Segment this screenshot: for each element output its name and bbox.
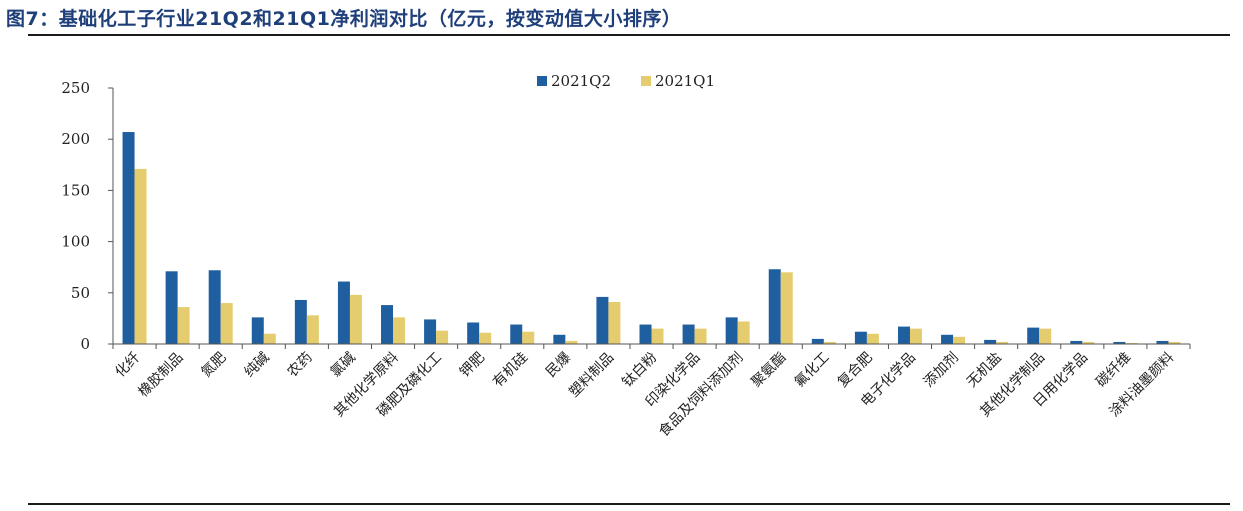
bar-2021Q1-0 — [134, 168, 147, 344]
x-category-label: 农药 — [285, 350, 316, 381]
bar-2021Q1-7 — [436, 330, 449, 344]
x-category-label: 氮肥 — [198, 350, 229, 381]
bar-2021Q2-13 — [682, 324, 695, 344]
bar-2021Q1-11 — [608, 302, 621, 344]
bar-2021Q1-24 — [1168, 341, 1181, 344]
y-tick-label: 100 — [61, 233, 90, 251]
y-tick-label: 200 — [61, 130, 90, 148]
x-category-label: 氟化工 — [792, 350, 833, 391]
legend: 2021Q2 2021Q1 — [537, 72, 715, 90]
bar-2021Q2-16 — [811, 338, 824, 344]
x-category-label: 橡胶制品 — [135, 349, 187, 401]
x-category-label: 无机盐 — [964, 350, 1005, 391]
bar-2021Q1-19 — [953, 336, 966, 344]
bar-2021Q1-6 — [393, 317, 406, 344]
figure-title: 图7：基础化工子行业21Q2和21Q1净利润对比（亿元，按变动值大小排序） — [6, 8, 682, 30]
bar-2021Q2-3 — [251, 317, 264, 344]
x-category-label: 碳纤维 — [1093, 350, 1134, 391]
y-tick-label: 0 — [80, 335, 90, 353]
bar-2021Q2-19 — [941, 334, 954, 344]
bottom-rule — [28, 503, 1230, 505]
bar-2021Q1-9 — [522, 331, 535, 344]
bar-2021Q2-10 — [553, 334, 566, 344]
bar-2021Q2-12 — [639, 324, 652, 344]
bar-2021Q2-6 — [381, 305, 394, 344]
bar-2021Q1-22 — [1082, 341, 1095, 344]
y-axis: 0 50 100 150 200 250 — [61, 79, 114, 353]
x-category-label: 添加剂 — [921, 350, 962, 391]
legend-swatch-2021Q1 — [641, 76, 651, 86]
bar-2021Q2-5 — [337, 281, 350, 344]
bar-2021Q2-14 — [725, 317, 738, 344]
x-category-label: 钾肥 — [457, 350, 488, 381]
legend-label: 2021Q1 — [655, 72, 715, 90]
bar-2021Q2-0 — [122, 132, 135, 344]
bar-2021Q1-4 — [306, 315, 319, 344]
x-category-label: 聚氨酯 — [749, 350, 790, 391]
x-category-label: 氯碱 — [328, 350, 359, 381]
legend-label: 2021Q2 — [551, 72, 611, 90]
bar-2021Q2-17 — [854, 331, 867, 344]
bar-2021Q1-18 — [909, 328, 922, 344]
bar-2021Q2-9 — [510, 324, 523, 344]
bar-2021Q2-21 — [1027, 327, 1040, 344]
bar-2021Q1-1 — [177, 307, 190, 344]
bar-2021Q1-14 — [737, 321, 750, 344]
bar-2021Q2-2 — [208, 270, 221, 344]
bar-2021Q1-8 — [479, 332, 492, 344]
bar-2021Q1-10 — [565, 340, 578, 344]
bar-2021Q2-22 — [1070, 340, 1083, 344]
bar-2021Q1-12 — [651, 328, 664, 344]
bar-2021Q2-15 — [768, 269, 781, 344]
bar-2021Q1-15 — [780, 272, 793, 344]
bar-2021Q1-20 — [996, 341, 1009, 344]
bar-2021Q2-20 — [984, 339, 997, 344]
bar-2021Q2-7 — [424, 319, 437, 344]
y-tick-label: 150 — [61, 181, 90, 199]
x-category-label: 纯碱 — [241, 350, 272, 381]
x-category-label: 化纤 — [112, 350, 143, 381]
bar-2021Q2-1 — [165, 271, 178, 344]
bar-2021Q1-23 — [1125, 342, 1138, 344]
bar-2021Q1-2 — [220, 303, 233, 344]
top-rule — [28, 34, 1230, 36]
bar-2021Q1-21 — [1039, 328, 1052, 344]
x-category-label: 塑料制品 — [566, 350, 617, 401]
bar-2021Q1-5 — [349, 294, 362, 344]
y-tick-label: 50 — [71, 284, 90, 302]
x-category-label: 钛白粉 — [619, 350, 660, 391]
bar-2021Q1-17 — [866, 333, 879, 344]
bar-2021Q1-16 — [823, 341, 836, 344]
bars — [122, 132, 1181, 344]
bar-2021Q2-11 — [596, 296, 609, 344]
bar-2021Q2-4 — [294, 299, 307, 344]
bar-2021Q2-24 — [1156, 340, 1169, 344]
y-tick-label: 250 — [61, 79, 90, 97]
bar-2021Q2-8 — [467, 322, 480, 344]
x-category-label: 有机硅 — [490, 350, 531, 391]
bar-2021Q1-3 — [263, 333, 276, 344]
bar-2021Q2-18 — [897, 326, 910, 344]
legend-swatch-2021Q2 — [537, 76, 547, 86]
bar-2021Q2-23 — [1113, 341, 1126, 344]
bar-2021Q1-13 — [694, 328, 707, 344]
x-category-label: 民爆 — [543, 350, 574, 381]
x-category-label: 复合肥 — [834, 349, 876, 391]
